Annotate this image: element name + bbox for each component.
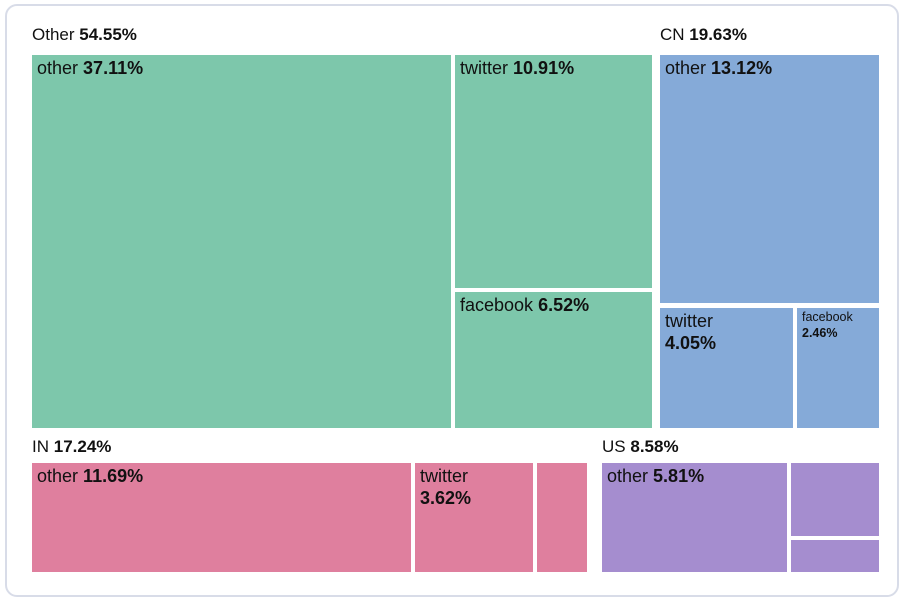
cell-value: 3.62% <box>420 487 472 508</box>
cell-name: facebook <box>460 295 534 315</box>
treemap-cell-us-unlabeled-1[interactable] <box>791 463 879 536</box>
cell-name: twitter <box>420 466 469 486</box>
group-name: IN <box>32 437 49 456</box>
group-label-in: IN 17.24% <box>32 437 111 457</box>
treemap-cell-cn-other[interactable]: other 13.12% <box>660 55 879 303</box>
cell-name: twitter <box>665 311 714 331</box>
treemap-cell-other-facebook[interactable]: facebook 6.52% <box>455 292 652 428</box>
cell-name: twitter <box>460 58 509 78</box>
treemap-cell-in-other[interactable]: other 11.69% <box>32 463 411 572</box>
group-value: 54.55% <box>79 25 137 44</box>
group-label-other: Other 54.55% <box>32 25 137 45</box>
cell-name: other <box>37 58 79 78</box>
cell-value: 10.91% <box>513 58 575 78</box>
cell-name: other <box>37 466 79 486</box>
treemap-cell-in-unlabeled[interactable] <box>537 463 587 572</box>
cell-value: 4.05% <box>665 332 717 353</box>
treemap-cell-in-twitter[interactable]: twitter 3.62% <box>415 463 533 572</box>
group-value: 19.63% <box>689 25 747 44</box>
cell-name: other <box>607 466 649 486</box>
treemap-cell-cn-twitter[interactable]: twitter 4.05% <box>660 308 793 428</box>
cell-name: other <box>665 58 707 78</box>
group-name: US <box>602 437 626 456</box>
treemap-cell-us-unlabeled-2[interactable] <box>791 540 879 572</box>
cell-value: 5.81% <box>653 466 705 486</box>
group-value: 8.58% <box>630 437 679 456</box>
cell-value: 2.46% <box>802 325 838 340</box>
treemap-cell-other-twitter[interactable]: twitter 10.91% <box>455 55 652 288</box>
treemap-cell-other-other[interactable]: other 37.11% <box>32 55 451 428</box>
treemap-cell-us-other[interactable]: other 5.81% <box>602 463 787 572</box>
group-value: 17.24% <box>53 437 112 456</box>
cell-name: facebook <box>802 310 853 324</box>
treemap-cell-cn-facebook[interactable]: facebook 2.46% <box>797 308 879 428</box>
group-label-cn: CN 19.63% <box>660 25 747 45</box>
cell-value: 11.69% <box>83 466 144 486</box>
cell-value: 6.52% <box>538 295 590 315</box>
group-name: Other <box>32 25 75 44</box>
group-label-us: US 8.58% <box>602 437 679 457</box>
cell-value: 13.12% <box>711 58 773 78</box>
group-name: CN <box>660 25 685 44</box>
cell-value: 37.11% <box>83 58 144 78</box>
